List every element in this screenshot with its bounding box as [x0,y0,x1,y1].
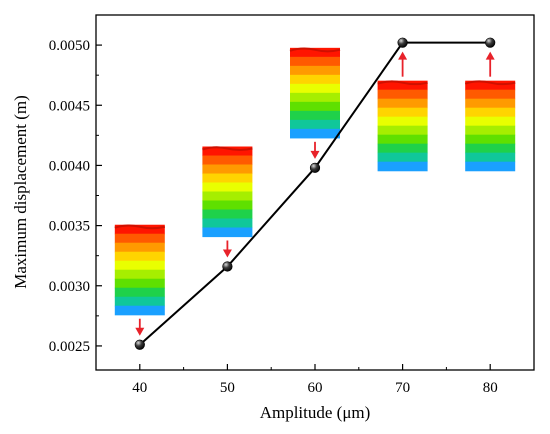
contour-band [114,305,165,316]
data-point [222,261,233,272]
data-point [309,162,321,173]
contour-band [202,200,253,211]
contour-band [377,80,428,91]
data-point [134,339,145,350]
contour-band [202,209,253,220]
contour-band [202,155,253,166]
contour-band [114,242,165,253]
x-tick-label: 40 [132,380,147,396]
contour-band [377,152,428,163]
contour-inset [464,51,516,172]
red-arrowhead [398,51,408,60]
contour-band [290,65,340,76]
contour-band [465,98,516,109]
contour-band [465,134,516,145]
y-tick-label: 0.0025 [49,339,90,355]
data-point [485,37,496,48]
y-tick-label: 0.0050 [49,38,90,54]
contour-insets [114,47,516,336]
contour-band [377,107,428,118]
contour-band [114,233,165,244]
contour-band [114,278,165,289]
contour-band [290,47,340,58]
red-arrowhead [310,150,320,159]
x-tick-label: 70 [395,380,410,396]
contour-inset [114,224,166,336]
contour-band [202,191,253,202]
contour-band [202,164,253,175]
contour-band [202,173,253,184]
contour-edge [202,146,253,152]
contour-band [114,269,165,280]
contour-band [290,92,340,103]
contour-band [202,146,253,157]
red-arrowhead [222,249,232,258]
x-tick-label: 50 [220,380,235,396]
contour-edge [289,47,341,53]
contour-band [114,296,165,307]
y-tick-label: 0.0035 [49,219,90,235]
contour-edge [114,224,166,230]
contour-band [114,224,165,235]
contour-inset [202,146,253,258]
series-group [134,37,496,350]
contour-band [114,287,165,298]
data-point [397,37,408,48]
contour-band [377,134,428,145]
contour-band [465,116,516,127]
contour-edge [377,80,428,86]
contour-band [114,251,165,262]
contour-band [465,161,516,172]
contour-band [202,227,253,238]
contour-band [202,182,253,193]
y-tick-label: 0.0045 [49,98,90,114]
contour-band [377,161,428,172]
contour-inset [289,47,341,159]
contour-band [377,116,428,127]
contour-band [290,119,340,130]
red-arrowhead [485,51,495,60]
contour-band [290,56,340,67]
contour-band [377,98,428,109]
x-tick-label: 60 [308,380,323,396]
contour-band [377,125,428,136]
contour-band [377,143,428,154]
contour-band [202,218,253,229]
contour-band [377,89,428,100]
x-axis-label: Amplitude (μm) [260,403,371,422]
contour-band [465,152,516,163]
y-axis-label: Maximum displacement (m) [11,95,30,289]
contour-band [465,143,516,154]
contour-band [290,128,340,139]
contour-band [290,110,340,121]
x-tick-label: 80 [483,380,498,396]
axes: 40 50 60 70 80 0.0025 0.0030 0.0035 0.0040 0.0045… [49,38,498,396]
contour-band [114,260,165,271]
contour-edge [464,80,516,86]
y-tick-label: 0.0030 [49,279,90,295]
contour-band [290,74,340,85]
contour-band [465,125,516,136]
contour-band [465,89,516,100]
contour-inset [377,51,428,172]
contour-band [290,83,340,94]
y-tick-label: 0.0040 [49,158,90,174]
contour-band [290,101,340,112]
red-arrowhead [135,327,145,336]
contour-band [465,80,516,91]
contour-band [465,107,516,118]
